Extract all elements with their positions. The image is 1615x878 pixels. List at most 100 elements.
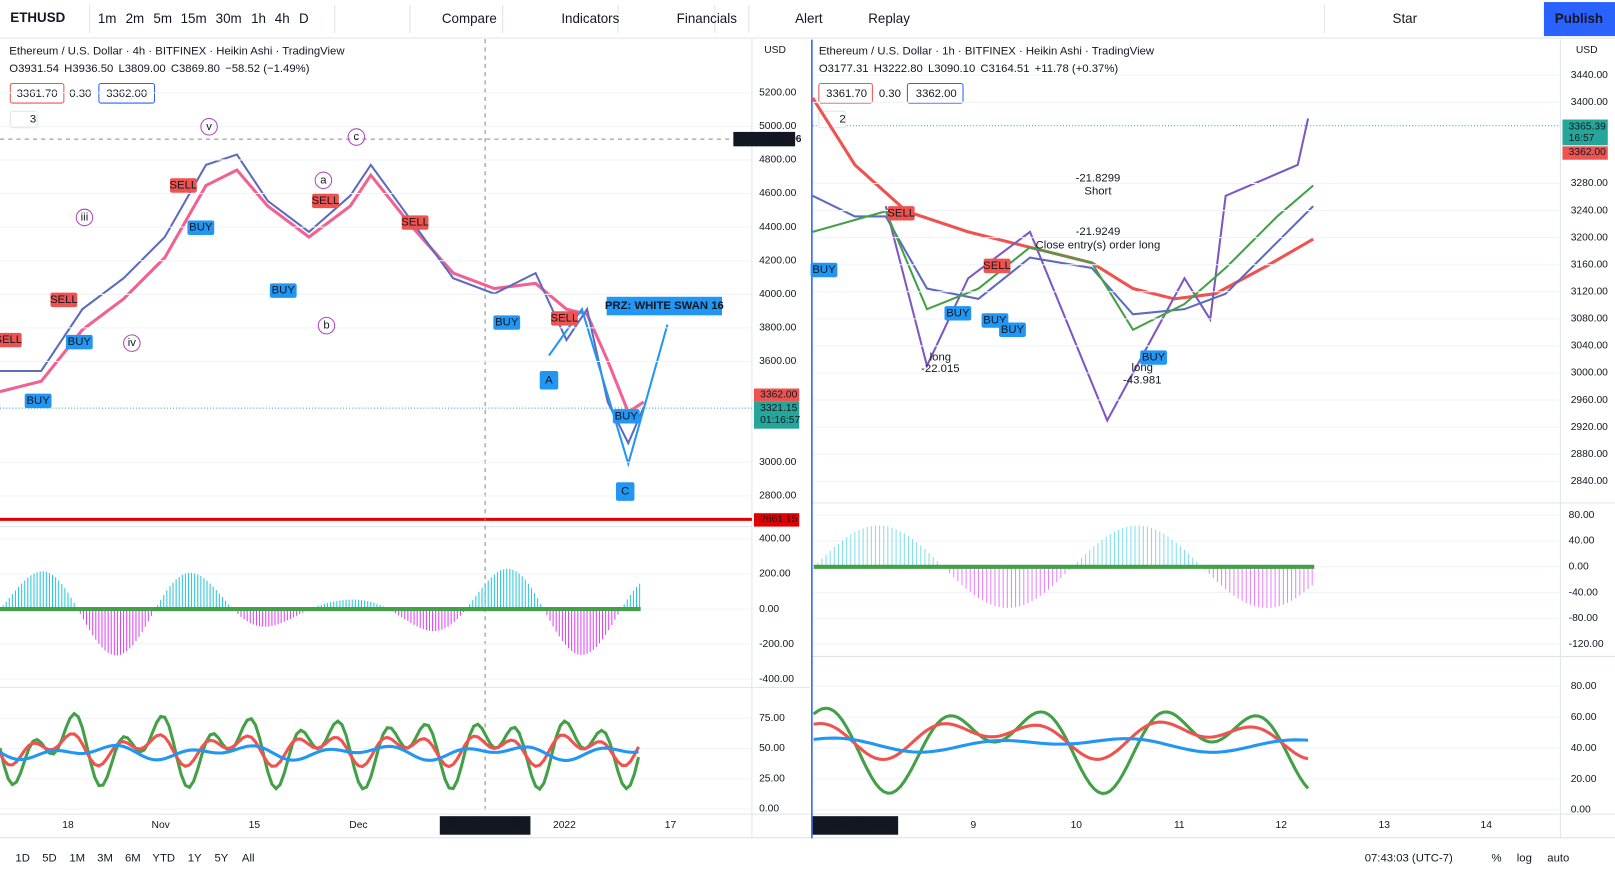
time-label: 10 (1071, 820, 1083, 831)
spread: 0.30 (879, 88, 901, 100)
axis-label: -400.00 (759, 674, 794, 685)
price-tag-bg (1562, 119, 1608, 146)
ohlc-value: C3164.51 (980, 63, 1029, 75)
signal-box (187, 220, 215, 235)
toolbar-button[interactable]: Indicators (561, 11, 619, 26)
annotation: long (1132, 362, 1153, 374)
publish-label[interactable]: Publish (1555, 11, 1603, 26)
ohlc-value: +11.78 (+0.37%) (1035, 63, 1119, 75)
range-button[interactable]: 6M (125, 852, 141, 864)
star-button[interactable]: Star (1393, 11, 1418, 26)
axis-label: 3160.00 (1571, 259, 1608, 270)
time-label: 18 (62, 820, 74, 831)
range-button[interactable]: 3M (97, 852, 113, 864)
axis-label: 3280.00 (1571, 178, 1608, 189)
indicator-toggle[interactable] (9, 110, 38, 129)
signal-box (493, 315, 521, 330)
interval[interactable]: 1m (98, 11, 117, 26)
range-button[interactable]: 5D (42, 852, 56, 864)
ohlc-value: H3936.50 (64, 63, 113, 75)
wave-label: a (320, 174, 327, 186)
axis-label: 0.00 (759, 804, 779, 815)
range-button[interactable]: 1Y (188, 852, 202, 864)
price-tag: 3362.00 (1569, 147, 1606, 158)
axis-label: 0.00 (759, 604, 779, 615)
wave-circle (200, 117, 218, 136)
toolbar-button[interactable]: Financials (677, 11, 738, 26)
range-button[interactable]: 1D (15, 852, 29, 864)
interval[interactable]: 1h (251, 11, 266, 26)
currency[interactable]: USD (1576, 45, 1598, 56)
spread: 0.30 (69, 88, 91, 100)
axis-label: 0.00 (1571, 805, 1591, 816)
axis-label: -40.00 (1569, 587, 1598, 598)
ohlc-value: H3222.80 (874, 63, 923, 75)
time-label: 12 (1276, 820, 1288, 831)
signal-box (269, 283, 297, 298)
toolbar-button[interactable]: Alert (795, 11, 823, 26)
range-button[interactable]: 1M (69, 852, 85, 864)
symbol[interactable]: ETHUSD (10, 10, 65, 25)
pane-borders (0, 39, 1615, 839)
bid-box[interactable] (818, 82, 873, 104)
annotation: -43.981 (1123, 374, 1161, 386)
interval[interactable]: 15m (181, 11, 207, 26)
toolbar-dividers (89, 5, 1326, 33)
ask[interactable]: 3362.00 (106, 88, 147, 100)
range-button[interactable]: 5Y (215, 852, 229, 864)
interval[interactable]: 30m (216, 11, 242, 26)
wave-label: v (206, 121, 212, 133)
signal-label: BUY (26, 395, 50, 407)
prz-box (606, 296, 723, 316)
publish-button[interactable] (1543, 2, 1615, 37)
axis-label: 4000.00 (759, 289, 796, 300)
interval[interactable]: D (299, 11, 309, 26)
toolbar-button[interactable]: Compare (442, 11, 497, 26)
bid[interactable]: 3361.70 (17, 88, 58, 100)
scale-option[interactable]: % (1492, 852, 1502, 864)
signal-label: BUY (946, 307, 970, 319)
interval[interactable]: 5m (153, 11, 172, 26)
scale-option[interactable]: log (1517, 852, 1532, 864)
chart-title: Ethereum / U.S. Dollar · 1h · BITFINEX ·… (819, 46, 1155, 58)
axis-label: 25.00 (759, 773, 785, 784)
ohlc-value: −58.52 (−1.49%) (225, 63, 310, 75)
ask[interactable]: 3362.00 (916, 88, 957, 100)
signal-label: BUY (272, 285, 296, 297)
ask-box[interactable] (906, 82, 964, 104)
indicator-count[interactable]: 2 (839, 114, 845, 126)
wave-circle (123, 334, 141, 352)
signal-box (401, 215, 429, 230)
time-label: 17 (665, 820, 677, 831)
indicator-count[interactable]: 3 (30, 114, 36, 126)
bid[interactable]: 3361.70 (826, 88, 867, 100)
interval[interactable]: 2m (126, 11, 145, 26)
range-button[interactable]: YTD (152, 852, 175, 864)
line-tag: 2661.15 (760, 514, 797, 525)
chart-title: Ethereum / U.S. Dollar · 4h · BITFINEX ·… (9, 46, 345, 58)
signal-label: SELL (551, 312, 579, 324)
axis-label: 20.00 (1571, 774, 1597, 785)
indicator-line (0, 743, 639, 762)
signal-label: SELL (169, 179, 197, 191)
axis-label: 40.00 (1571, 743, 1597, 754)
axis-label: 60.00 (1571, 712, 1597, 723)
toolbar-button[interactable]: Replay (868, 11, 910, 26)
annotation: long (930, 352, 951, 364)
currency[interactable]: USD (764, 45, 786, 56)
axis-label: 2960.00 (1571, 395, 1608, 406)
axis-label: -120.00 (1569, 639, 1604, 650)
axis-label: -80.00 (1569, 613, 1598, 624)
range-button[interactable]: All (242, 852, 255, 864)
signal-box (0, 332, 22, 348)
time-label: 15 (249, 820, 261, 831)
signal-box (169, 178, 197, 193)
time-label: 2022 (553, 820, 576, 831)
interval[interactable]: 4h (275, 11, 290, 26)
scale-option[interactable]: auto (1547, 852, 1569, 864)
wave-box (615, 482, 635, 501)
axis-label: 4800.00 (759, 155, 796, 166)
annotation: -21.9249 (1076, 226, 1121, 238)
indicator-line (0, 732, 640, 769)
